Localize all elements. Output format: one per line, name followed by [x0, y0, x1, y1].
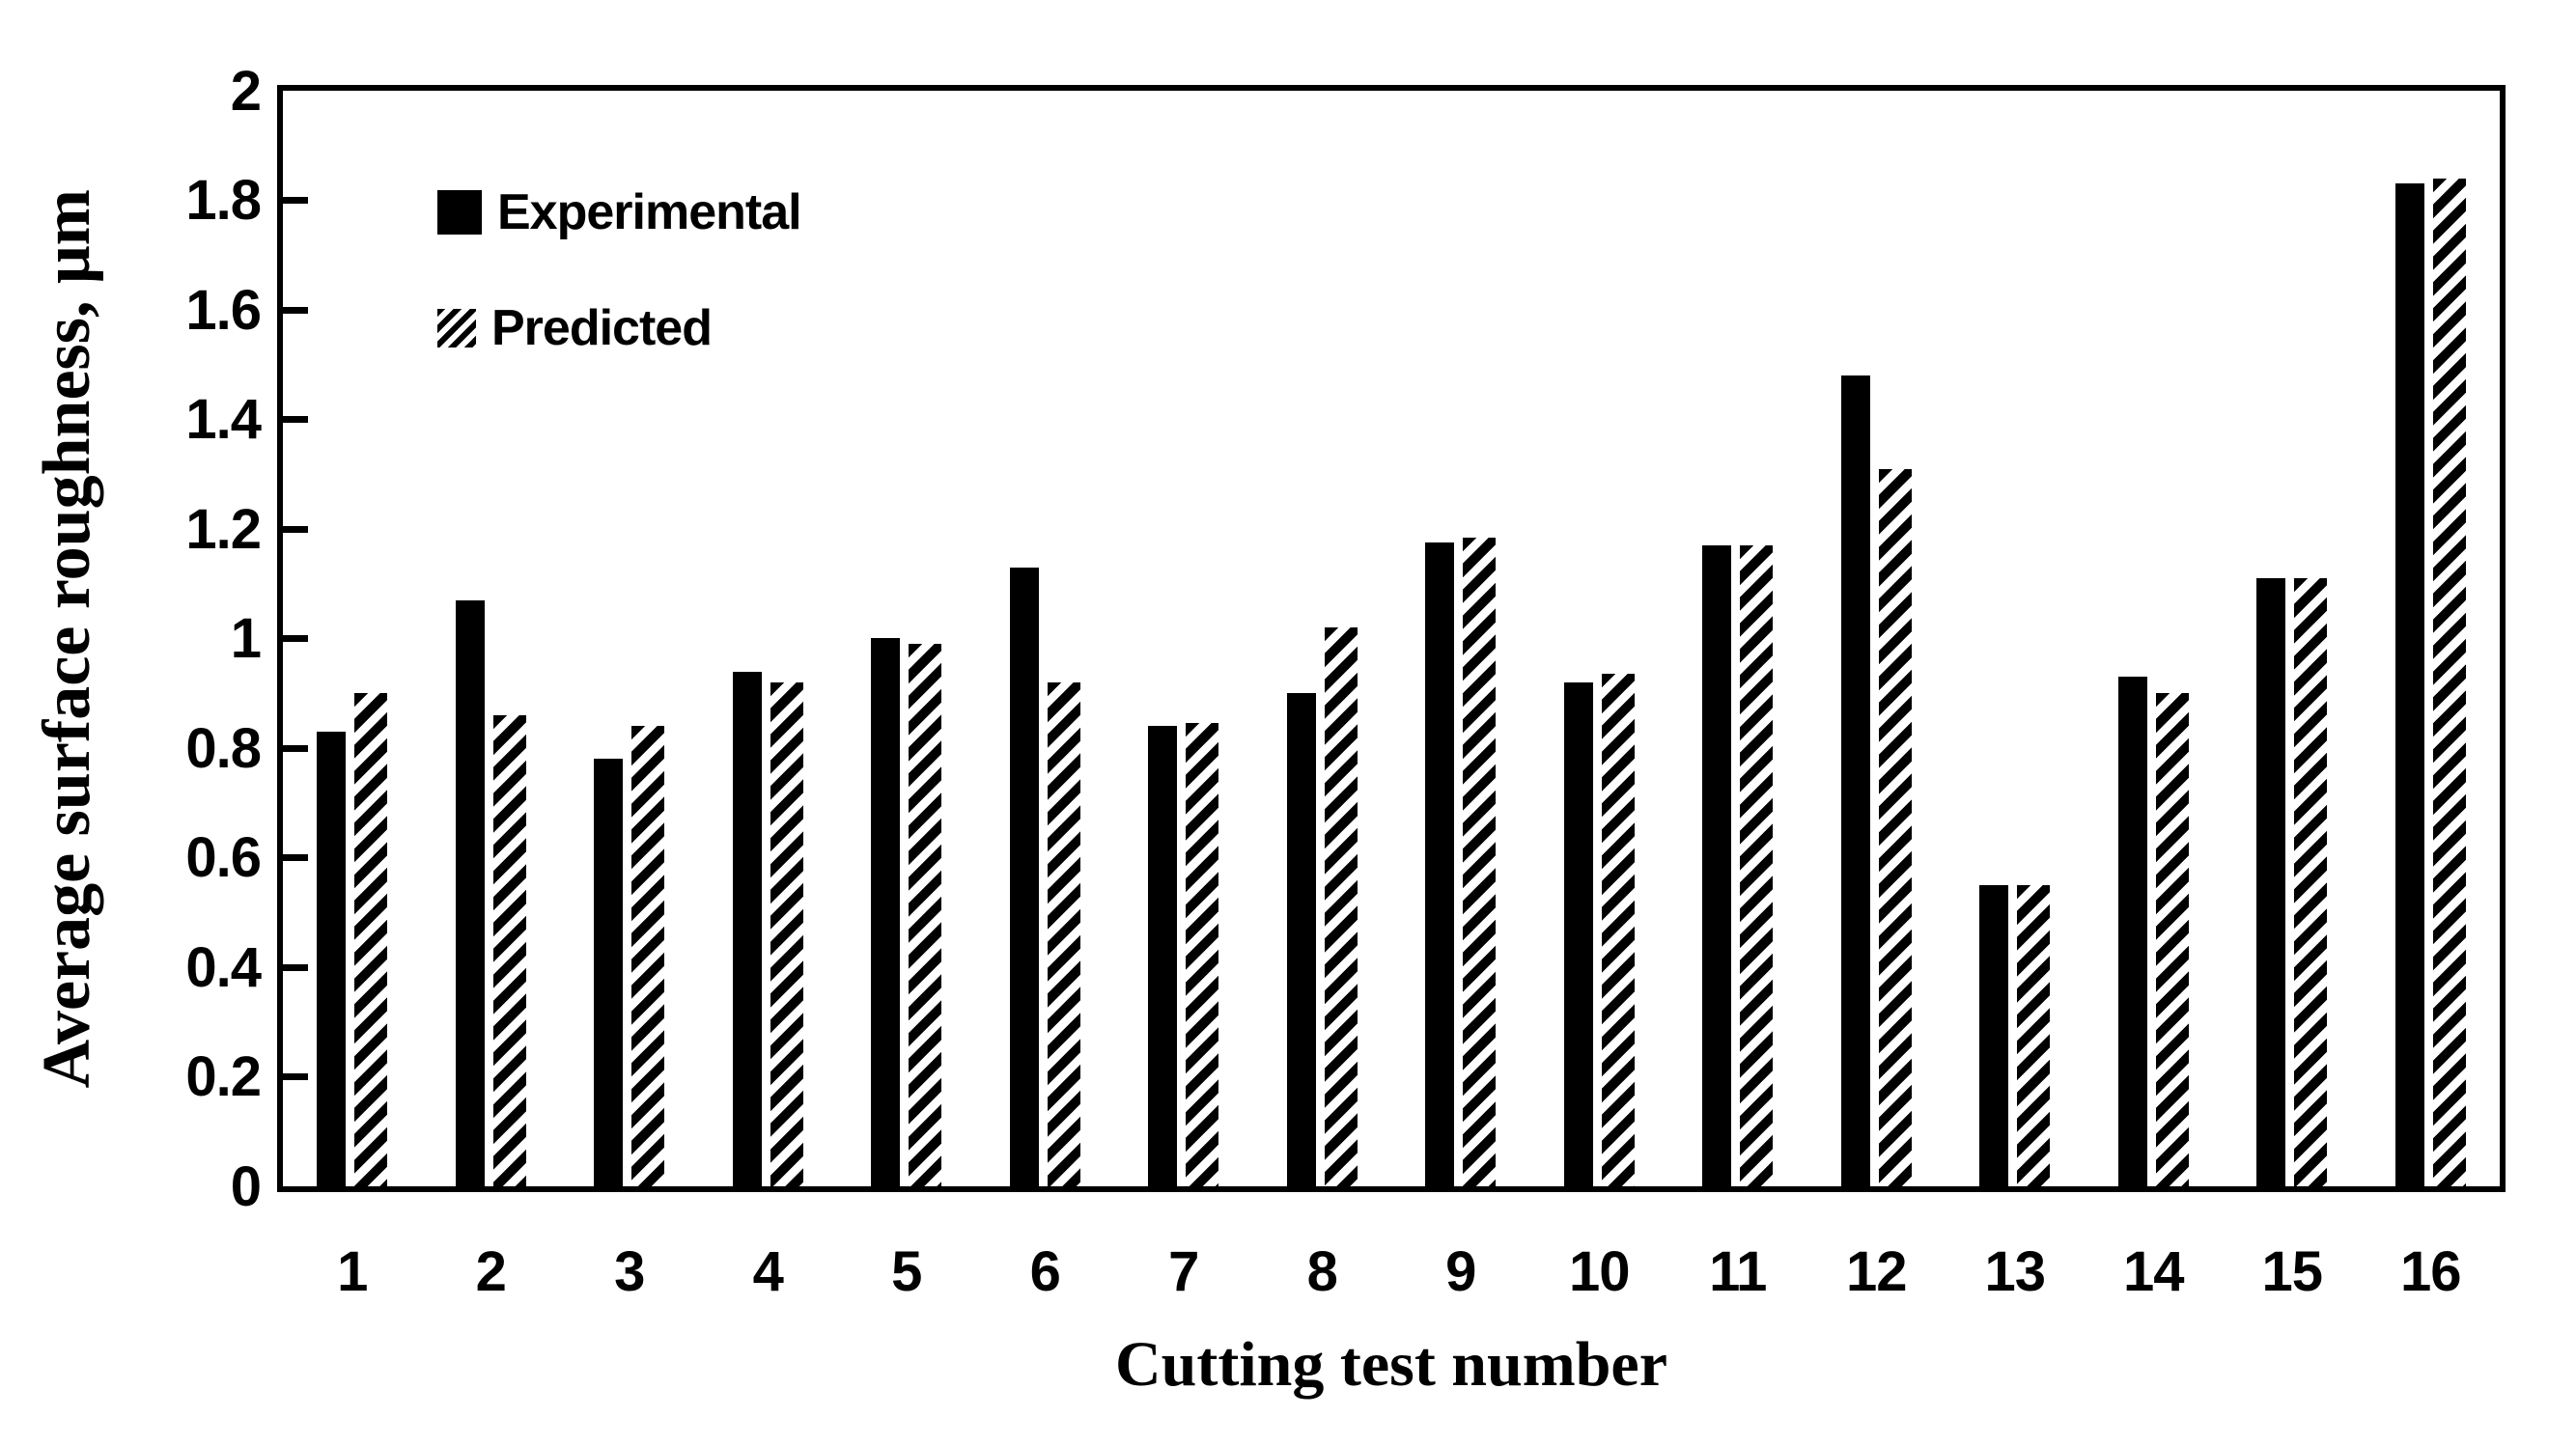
y-tick-label-1.8: 1.8: [185, 169, 262, 232]
bar-group-1: [283, 693, 422, 1186]
bar-experimental-8: [1286, 693, 1316, 1186]
bar-predicted-13: [2017, 885, 2051, 1186]
y-tick-label-0.2: 0.2: [185, 1045, 262, 1108]
x-tick-label-12: 12: [1845, 1240, 1908, 1303]
x-tick-label-5: 5: [891, 1240, 922, 1303]
bar-experimental-10: [1563, 682, 1593, 1186]
bar-predicted-5: [909, 644, 942, 1186]
x-tick-label-3: 3: [614, 1240, 645, 1303]
y-tick-label-0.8: 0.8: [185, 717, 262, 780]
bar-predicted-15: [2294, 578, 2328, 1186]
y-tick-mark: [283, 745, 308, 752]
bar-predicted-11: [1740, 545, 1774, 1186]
y-tick-label-0.6: 0.6: [185, 826, 262, 889]
bar-experimental-15: [2256, 578, 2286, 1186]
y-tick-label-1.4: 1.4: [185, 388, 262, 451]
bar-experimental-12: [1840, 375, 1870, 1186]
bar-predicted-8: [1324, 627, 1358, 1186]
y-tick-mark: [283, 964, 308, 971]
legend-label-experimental: Experimental: [497, 184, 802, 240]
x-tick-label-6: 6: [1029, 1240, 1061, 1303]
y-tick-mark: [283, 1073, 308, 1080]
bar-experimental-4: [732, 672, 762, 1186]
bar-experimental-1: [317, 732, 347, 1186]
y-tick-label-2: 2: [230, 60, 262, 123]
x-tick-label-16: 16: [2399, 1240, 2462, 1303]
bar-group-10: [1530, 674, 1669, 1186]
bar-group-11: [1668, 545, 1807, 1186]
bar-group-6: [976, 568, 1115, 1186]
bar-predicted-14: [2155, 693, 2189, 1186]
predicted-swatch-icon: [437, 309, 476, 347]
bar-group-14: [2085, 677, 2224, 1186]
legend-item-predicted: Predicted: [437, 299, 801, 357]
bar-group-7: [1114, 723, 1253, 1186]
plot-area: Experimental Predicted: [277, 85, 2506, 1192]
x-tick-label-15: 15: [2261, 1240, 2323, 1303]
bar-predicted-9: [1463, 538, 1497, 1186]
y-tick-mark: [283, 416, 308, 423]
bar-predicted-12: [1878, 469, 1912, 1186]
y-tick-label-1: 1: [230, 607, 262, 670]
bar-group-12: [1807, 375, 1946, 1186]
bar-experimental-9: [1425, 542, 1455, 1186]
bar-group-3: [560, 726, 699, 1186]
bar-predicted-4: [770, 682, 803, 1186]
bar-predicted-1: [354, 693, 388, 1186]
legend: Experimental Predicted: [437, 183, 802, 357]
x-tick-label-9: 9: [1445, 1240, 1476, 1303]
y-tick-label-0.4: 0.4: [185, 936, 262, 999]
bar-group-5: [837, 638, 976, 1186]
bar-experimental-16: [2394, 183, 2424, 1186]
y-tick-label-1.6: 1.6: [185, 279, 262, 342]
y-tick-mark: [283, 854, 308, 861]
bar-group-4: [699, 672, 838, 1186]
bar-experimental-11: [1702, 545, 1732, 1186]
bar-group-13: [1946, 885, 2085, 1186]
x-tick-label-4: 4: [752, 1240, 784, 1303]
experimental-swatch-icon: [437, 190, 482, 235]
x-tick-label-1: 1: [337, 1240, 368, 1303]
legend-item-experimental: Experimental: [437, 183, 802, 241]
x-tick-label-14: 14: [2122, 1240, 2185, 1303]
bar-group-15: [2223, 578, 2362, 1186]
bar-predicted-10: [1601, 674, 1635, 1186]
x-tick-label-7: 7: [1168, 1240, 1199, 1303]
x-tick-label-13: 13: [1984, 1240, 2046, 1303]
bar-group-2: [422, 600, 561, 1186]
y-tick-label-0: 0: [230, 1155, 262, 1218]
bar-group-16: [2362, 179, 2501, 1186]
y-tick-mark: [283, 197, 308, 204]
y-tick-mark: [283, 635, 308, 642]
bar-experimental-7: [1148, 726, 1178, 1186]
bar-experimental-13: [1979, 885, 2009, 1186]
bar-experimental-6: [1009, 568, 1039, 1186]
bar-predicted-3: [631, 726, 665, 1186]
bar-predicted-16: [2432, 179, 2466, 1186]
bar-experimental-14: [2117, 677, 2147, 1186]
bar-experimental-5: [871, 638, 901, 1186]
bar-predicted-6: [1047, 682, 1080, 1186]
x-tick-label-8: 8: [1306, 1240, 1338, 1303]
bar-experimental-3: [594, 759, 624, 1186]
bar-predicted-7: [1186, 723, 1219, 1186]
bar-experimental-2: [455, 600, 485, 1186]
y-tick-mark: [283, 307, 308, 314]
x-axis-title: Cutting test number: [1115, 1329, 1667, 1400]
y-tick-mark: [283, 526, 308, 533]
x-tick-label-2: 2: [475, 1240, 507, 1303]
bar-group-9: [1391, 538, 1530, 1186]
bar-group-8: [1253, 627, 1392, 1186]
legend-label-predicted: Predicted: [491, 300, 713, 356]
x-tick-label-10: 10: [1568, 1240, 1631, 1303]
x-tick-label-11: 11: [1709, 1240, 1767, 1303]
y-tick-label-1.2: 1.2: [185, 498, 262, 561]
bar-predicted-2: [492, 715, 526, 1186]
